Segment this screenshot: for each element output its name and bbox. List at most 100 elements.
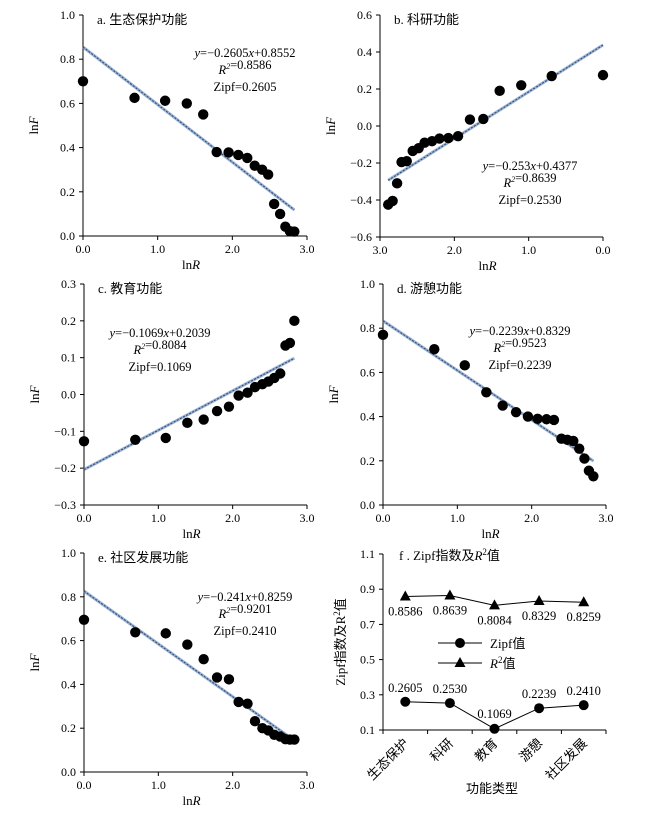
data-label: 0.8259 (567, 610, 601, 624)
data-point (223, 401, 235, 412)
y-tick-label: 0.6 (61, 634, 76, 648)
data-point (289, 315, 300, 327)
x-tick-label: 1.0 (151, 511, 166, 525)
equation-line: Zipf=0.2530 (499, 193, 562, 207)
x-tick-label: 1.0 (151, 778, 166, 792)
data-point (211, 146, 222, 158)
y-axis-title: lnF (27, 652, 42, 671)
x-tick-label: 2.0 (225, 778, 240, 792)
y-tick-label: 0.4 (357, 45, 372, 59)
y-tick-label: 1.0 (60, 8, 75, 22)
x-tick-label: 3.0 (300, 511, 315, 525)
x-axis-title: lnR (481, 526, 499, 541)
y-tick-label: 0.0 (357, 119, 372, 133)
y-tick-label: 0.2 (61, 721, 76, 735)
panel-title: b. 科研功能 (394, 12, 459, 27)
data-point (249, 715, 261, 727)
x-tick-label: 2.0 (447, 243, 462, 257)
data-point (478, 113, 489, 125)
panel-title: d. 游憩功能 (397, 281, 462, 296)
y-tick-label: 0.0 (61, 765, 76, 779)
data-point (268, 198, 280, 210)
category-label: 游憩 (516, 736, 545, 765)
data-point (233, 696, 244, 708)
y-tick-label: 0.2 (360, 454, 375, 468)
equation-line: R2=0.9523 (492, 336, 546, 355)
data-label: 0.2530 (433, 682, 467, 696)
y-tick-label: −0.4 (350, 193, 372, 207)
trend-line-dots (387, 44, 604, 181)
trend-line-dots (82, 46, 295, 211)
y-axis-title: lnF (26, 115, 41, 134)
data-point (494, 85, 505, 97)
y-tick-label: 0.2 (61, 314, 76, 328)
data-point (160, 628, 171, 639)
data-label: 0.2605 (388, 681, 422, 695)
data-point (522, 411, 534, 422)
x-axis-title: lnR (182, 793, 200, 808)
category-label: 社区发展 (542, 736, 589, 783)
equation-line: y=−0.2239x+0.8329 (467, 324, 570, 338)
y-tick-label: 0.8 (60, 52, 75, 66)
trend-line-dots (83, 590, 295, 741)
category-label: 科研 (427, 736, 456, 765)
panel-b: −0.6 −0.4 −0.2 0.0 0.2 0.4 0.6 3.0 2.0 1.0 0.0 lnR l… (323, 8, 611, 273)
y-tick-label: −0.1 (54, 424, 76, 438)
equation-line: R2=0.9201 (217, 602, 271, 621)
y-tick-label: −0.3 (54, 498, 76, 512)
data-point (510, 406, 522, 418)
y-axis-title: lnF (27, 384, 42, 403)
data-label: 0.8084 (477, 613, 512, 627)
panel-title: c. 教育功能 (98, 281, 162, 296)
y-tick-label: 0.0 (60, 229, 75, 243)
y-tick-label: 0.1 (61, 351, 76, 365)
zipf-marker (400, 696, 411, 707)
y-tick-label: 1.1 (360, 547, 375, 561)
data-point (548, 414, 560, 426)
data-point (242, 698, 253, 709)
y-tick-label: 1.0 (360, 277, 375, 291)
y-tick-label: 0.1 (360, 723, 375, 737)
data-point (181, 98, 192, 109)
x-tick-label: 2.0 (225, 511, 240, 525)
equation-line: y=−0.2605x+0.8552 (192, 46, 295, 60)
data-point (198, 414, 209, 425)
data-label: 0.2410 (567, 684, 601, 698)
data-point (391, 178, 403, 189)
data-point (407, 145, 418, 157)
data-point (588, 471, 599, 482)
x-axis-title: 功能类型 (466, 781, 518, 796)
data-point (429, 343, 440, 355)
y-tick-label: 0.2 (60, 185, 75, 199)
legend-label: R2值 (489, 655, 515, 671)
y-tick-label: 0.6 (357, 8, 372, 22)
data-point (233, 390, 244, 401)
equation-line: Zipf=0.1069 (129, 360, 192, 374)
data-point (262, 169, 274, 180)
x-tick-label: 2.0 (225, 242, 240, 256)
equation-line: Zipf=0.2239 (489, 358, 552, 372)
data-point (160, 432, 171, 444)
x-axis-title: lnR (182, 257, 200, 272)
y-tick-label: 0.2 (357, 82, 372, 96)
data-label: 0.1069 (477, 707, 511, 721)
data-point (579, 453, 590, 464)
panel-title: f . Zipf指数及R2值 (399, 547, 500, 563)
x-tick-label: 0.0 (77, 778, 92, 792)
y-axis-title: lnF (323, 116, 338, 135)
data-point (159, 95, 171, 106)
data-point (129, 92, 140, 104)
panel-e: 0.0 0.2 0.4 0.6 0.8 1.0 0.0 1.0 2.0 3.0 lnR lnF e. 社… (27, 546, 315, 808)
legend-marker (455, 638, 465, 648)
panel-d: 0.0 0.2 0.4 0.6 0.8 1.0 0.0 1.0 2.0 3.0 lnR lnF d. 游… (326, 277, 614, 541)
equation-line: y=−0.241x+0.8259 (196, 590, 293, 604)
x-tick-label: 0.0 (376, 511, 391, 525)
x-tick-label: 2.0 (524, 511, 539, 525)
data-point (568, 435, 579, 447)
data-point (377, 329, 389, 341)
r2-marker (399, 590, 411, 601)
equation-line: y=−0.1069x+0.2039 (107, 326, 210, 340)
zipf-marker (534, 703, 545, 714)
